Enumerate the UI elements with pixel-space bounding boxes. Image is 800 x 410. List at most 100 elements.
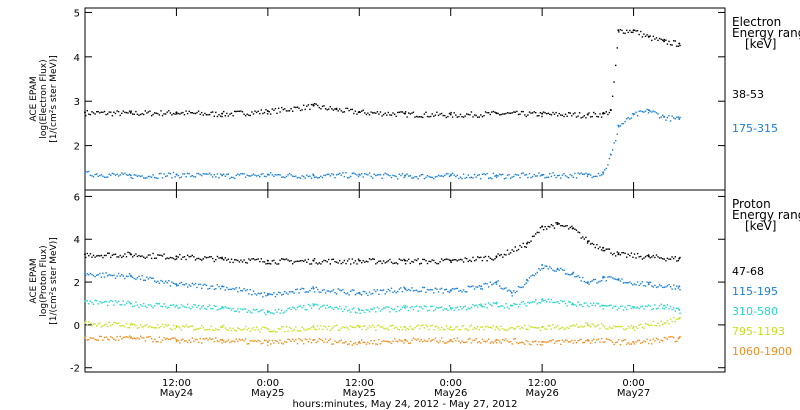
data-point <box>241 338 244 341</box>
data-point <box>428 116 430 118</box>
data-point <box>528 111 531 113</box>
data-point <box>379 260 382 262</box>
data-point <box>635 341 637 343</box>
data-point <box>401 306 404 309</box>
data-point <box>535 340 537 342</box>
data-point <box>169 285 172 287</box>
data-point <box>97 339 99 341</box>
data-point <box>568 341 570 343</box>
data-point <box>469 308 471 310</box>
data-point <box>575 305 578 307</box>
data-point <box>638 339 640 341</box>
data-point <box>669 258 672 260</box>
data-point <box>361 309 363 311</box>
data-point <box>321 289 324 291</box>
data-point <box>400 339 402 342</box>
data-point <box>531 301 534 303</box>
data-point <box>321 176 324 179</box>
data-point <box>599 327 601 330</box>
data-point <box>147 254 150 256</box>
data-point <box>658 325 661 327</box>
data-point <box>240 329 242 331</box>
data-point <box>528 277 531 279</box>
data-point <box>669 336 672 338</box>
data-point <box>393 290 396 292</box>
data-point <box>309 263 311 265</box>
data-point <box>600 116 603 118</box>
data-point <box>560 225 562 227</box>
data-point <box>462 261 465 263</box>
data-point <box>152 307 154 309</box>
data-point <box>114 300 117 302</box>
data-point <box>364 325 366 327</box>
data-point <box>161 339 164 341</box>
data-point <box>293 261 295 263</box>
data-point <box>666 116 669 119</box>
data-point <box>495 326 498 329</box>
data-point <box>235 259 237 261</box>
data-point <box>508 173 510 176</box>
data-point <box>129 274 132 277</box>
data-point <box>632 305 634 308</box>
data-point <box>268 339 270 342</box>
data-point <box>108 339 110 341</box>
data-point <box>92 176 95 178</box>
data-point <box>186 112 189 115</box>
data-point <box>475 286 477 288</box>
data-point <box>271 339 273 342</box>
data-point <box>506 329 509 332</box>
data-point <box>215 305 217 308</box>
data-point <box>340 339 342 341</box>
data-point <box>602 341 604 343</box>
data-point <box>655 325 658 327</box>
data-point <box>403 112 405 114</box>
data-point <box>617 29 620 32</box>
data-point <box>397 111 399 114</box>
data-point <box>107 325 109 328</box>
data-point <box>213 340 215 343</box>
data-point <box>350 263 352 265</box>
data-point <box>353 307 355 309</box>
data-point <box>398 310 400 312</box>
data-point <box>513 338 515 340</box>
data-point <box>125 323 128 325</box>
data-point <box>583 173 585 175</box>
data-point <box>448 340 451 342</box>
data-point <box>110 299 112 302</box>
data-point <box>150 176 153 178</box>
data-point <box>488 286 490 288</box>
data-point <box>229 341 231 344</box>
data-point <box>345 340 347 343</box>
data-point <box>306 291 308 293</box>
data-point <box>596 325 598 327</box>
data-point <box>561 326 564 328</box>
data-point <box>229 261 231 263</box>
data-point <box>373 326 375 328</box>
data-point <box>350 340 352 343</box>
data-point <box>547 225 549 228</box>
data-point <box>636 327 639 330</box>
data-point <box>365 173 368 176</box>
data-point <box>486 260 488 262</box>
data-point <box>622 252 625 254</box>
data-point <box>473 305 476 307</box>
data-point <box>615 140 617 142</box>
data-point <box>553 270 556 272</box>
data-point <box>533 173 535 176</box>
data-point <box>663 304 666 307</box>
data-point <box>571 225 573 228</box>
data-point <box>221 285 224 288</box>
data-point <box>408 342 410 344</box>
data-point <box>638 324 640 326</box>
data-point <box>372 258 374 260</box>
data-point <box>155 302 157 305</box>
data-point <box>461 177 463 180</box>
data-point <box>453 328 455 330</box>
data-point <box>404 259 406 262</box>
data-point <box>255 308 258 311</box>
data-point <box>547 325 549 327</box>
data-point <box>618 339 620 341</box>
data-point <box>622 309 625 311</box>
data-point <box>546 341 548 344</box>
data-point <box>282 343 284 345</box>
